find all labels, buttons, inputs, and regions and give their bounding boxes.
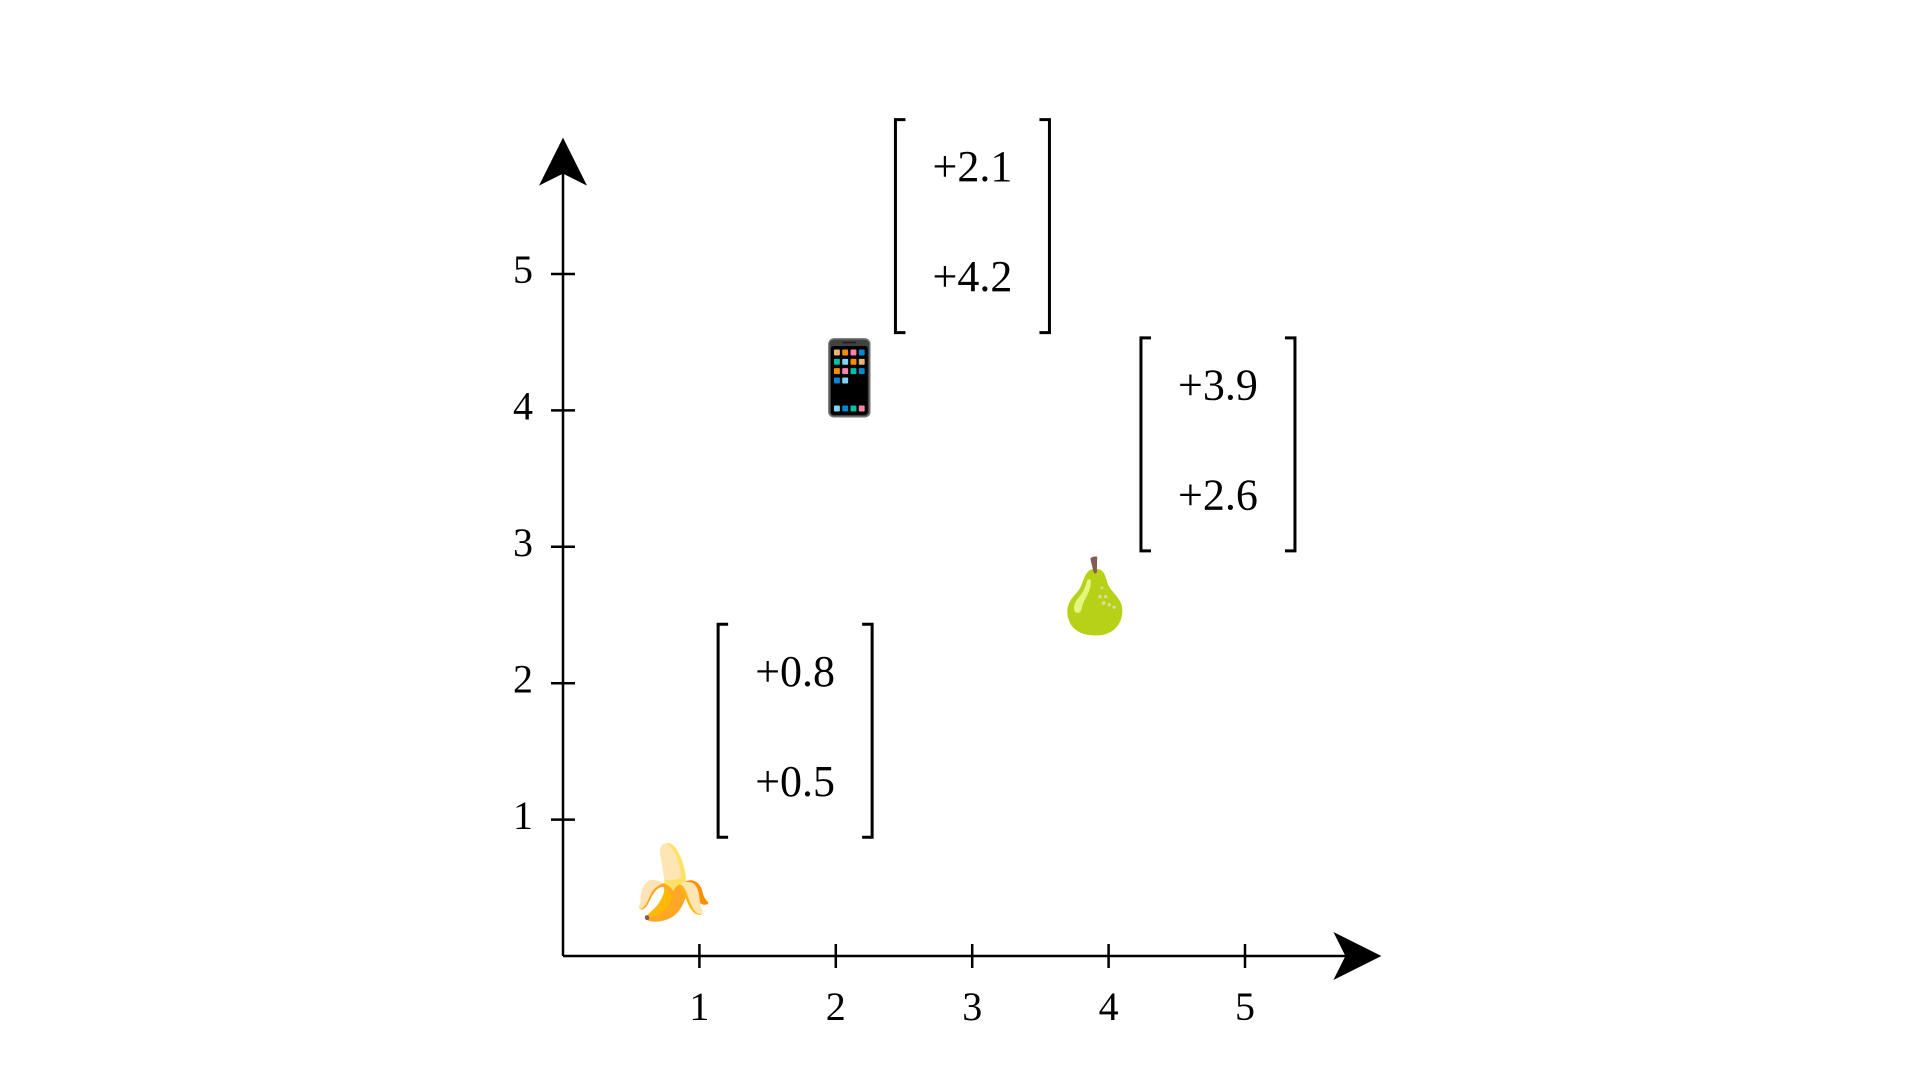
vector-y-label: +4.2	[933, 252, 1013, 301]
x-tick-label: 3	[962, 984, 982, 1029]
y-arrow	[539, 137, 587, 186]
point-marker: 🍐	[1050, 554, 1140, 638]
x-arrow	[1333, 932, 1382, 980]
x-tick-label: 4	[1099, 984, 1119, 1029]
bracket-right	[1284, 336, 1297, 553]
vector-x-label: +3.9	[1178, 360, 1258, 409]
vector-y-label: +2.6	[1178, 470, 1258, 519]
bracket-left	[1139, 336, 1151, 553]
y-tick-label: 1	[513, 793, 533, 838]
y-tick-label: 5	[513, 247, 533, 292]
x-tick-label: 2	[826, 984, 846, 1029]
bracket-right	[1039, 118, 1051, 335]
y-tick-label: 3	[513, 520, 533, 565]
x-tick-label: 1	[689, 984, 709, 1029]
x-tick-label: 5	[1235, 984, 1255, 1029]
point-marker: 🍌	[627, 840, 717, 924]
y-tick-label: 4	[513, 384, 533, 429]
bracket-right	[862, 622, 874, 839]
y-tick-label: 2	[513, 656, 533, 701]
bracket-left	[716, 622, 729, 839]
vector-y-label: +0.5	[755, 757, 835, 806]
vector-x-label: +0.8	[755, 647, 835, 696]
vector-x-label: +2.1	[933, 142, 1013, 191]
point-marker: 📱	[805, 336, 895, 420]
bracket-left	[893, 118, 906, 335]
